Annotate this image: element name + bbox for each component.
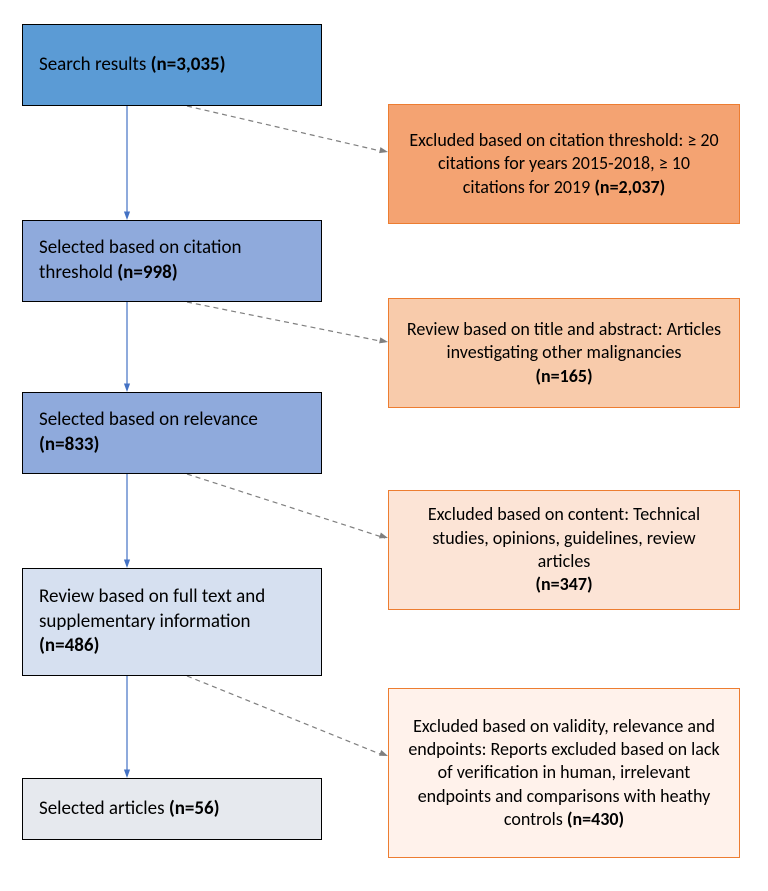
flow-node-n5: Selected articles (n=56) [22, 778, 322, 840]
flow-node-label: Selected articles (n=56) [39, 797, 220, 822]
flow-node-n3: Selected based on relevance (n=833) [22, 392, 322, 474]
flow-node-label: Review based on title and abstract: Arti… [405, 318, 723, 388]
flow-node-n2: Selected based on citation threshold (n=… [22, 220, 322, 302]
flow-node-label: Selected based on citation threshold (n=… [39, 236, 305, 285]
flow-node-e3: Excluded based on content: Technical stu… [388, 490, 740, 610]
flow-node-label: Excluded based on citation threshold: ≥ … [405, 129, 723, 199]
flow-node-e1: Excluded based on citation threshold: ≥ … [388, 104, 740, 224]
flow-node-e2: Review based on title and abstract: Arti… [388, 298, 740, 408]
flow-node-n4: Review based on full text and supplement… [22, 568, 322, 676]
flow-node-label: Excluded based on content: Technical stu… [405, 503, 723, 597]
flow-node-e4: Excluded based on validity, relevance an… [388, 688, 740, 858]
flow-node-label: Search results (n=3,035) [39, 53, 226, 78]
flow-node-n1: Search results (n=3,035) [22, 24, 322, 106]
flow-node-label: Selected based on relevance (n=833) [39, 408, 305, 457]
flow-node-label: Review based on full text and supplement… [39, 585, 305, 659]
flow-node-label: Excluded based on validity, relevance an… [405, 715, 723, 832]
